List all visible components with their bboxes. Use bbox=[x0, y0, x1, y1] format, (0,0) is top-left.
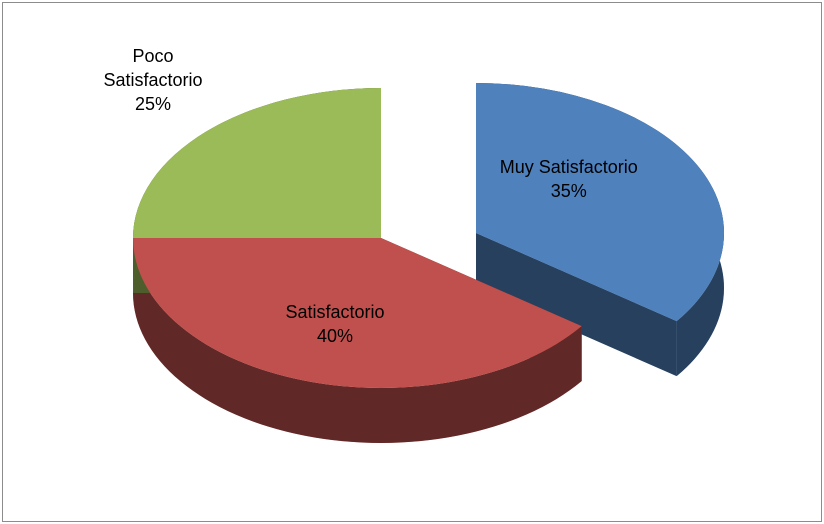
label-category: Muy Satisfactorio bbox=[499, 157, 638, 178]
slice bbox=[132, 238, 582, 389]
label-value: 35% bbox=[550, 181, 587, 202]
data-label: Poco Satisfactorio 25% bbox=[83, 44, 223, 116]
data-label: Muy Satisfactorio 35% bbox=[499, 155, 639, 203]
label-value: 40% bbox=[317, 325, 354, 346]
pie-tops bbox=[132, 83, 724, 389]
label-category: Poco Satisfactorio bbox=[103, 46, 203, 91]
slice bbox=[133, 88, 381, 238]
slice-shade bbox=[476, 233, 677, 377]
label-value: 25% bbox=[135, 94, 172, 115]
slice-shade bbox=[132, 238, 582, 444]
slice bbox=[476, 83, 724, 322]
label-category: Satisfactorio bbox=[285, 301, 385, 322]
data-label: Satisfactorio 40% bbox=[265, 300, 405, 348]
